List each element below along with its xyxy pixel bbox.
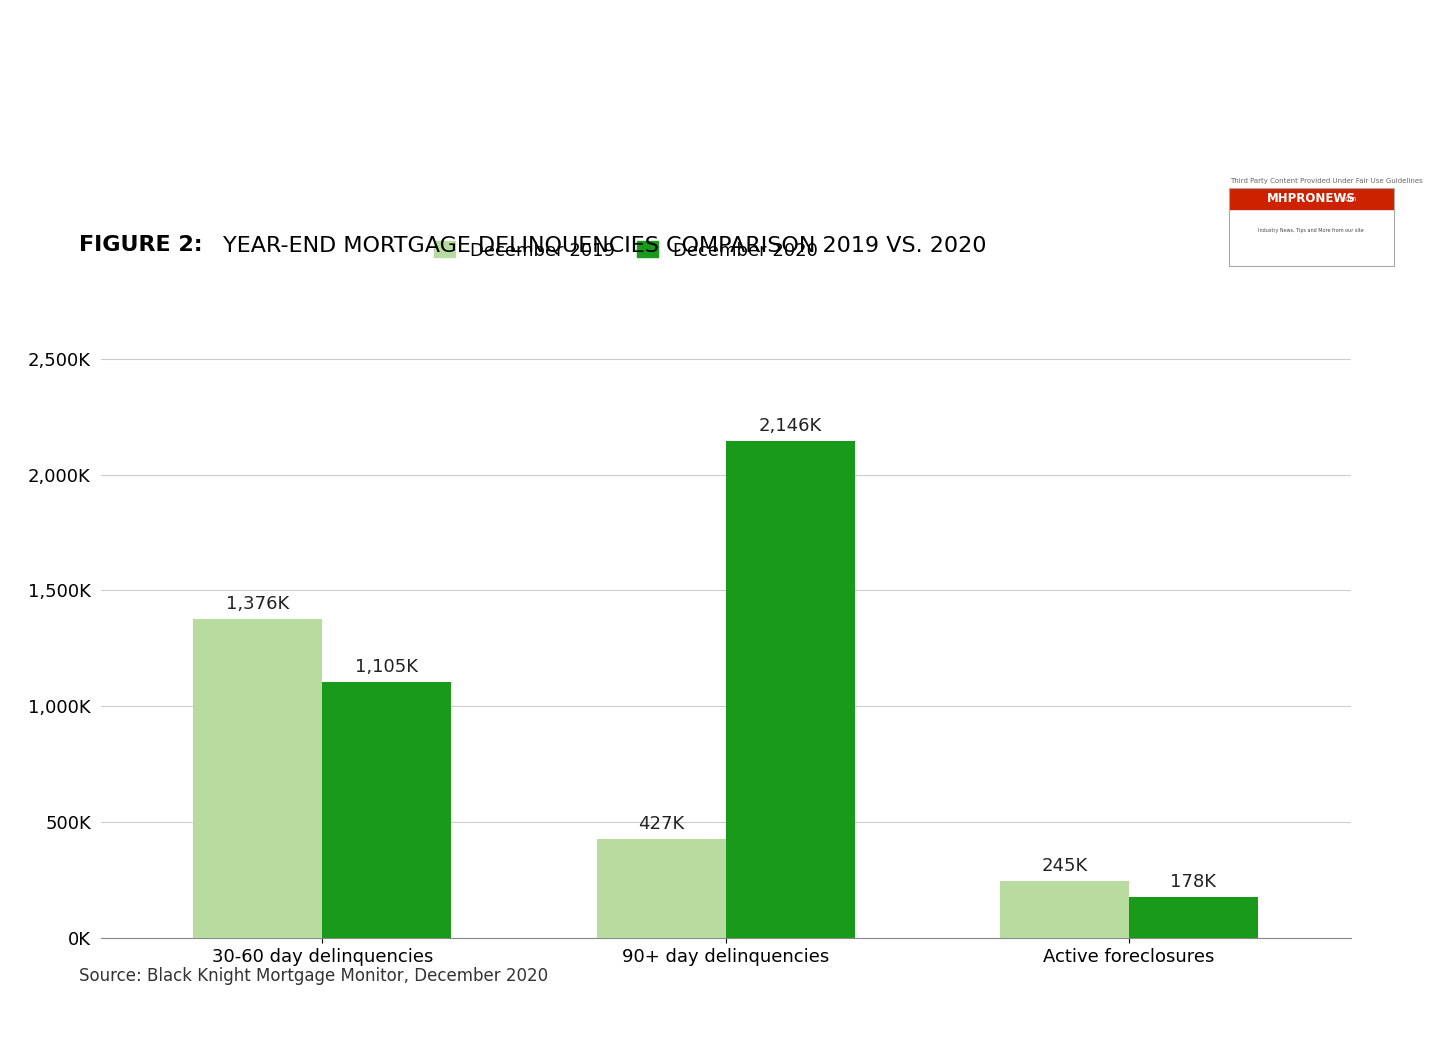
Text: Industry News, Tips and More from our site: Industry News, Tips and More from our si… — [1259, 228, 1364, 233]
Text: 427K: 427K — [638, 815, 684, 834]
Bar — [322, 681, 451, 938]
Bar — [1129, 896, 1257, 938]
Bar — [726, 441, 855, 938]
Bar — [1229, 188, 1394, 209]
Text: .com: .com — [1339, 196, 1357, 201]
Text: 1,376K: 1,376K — [226, 595, 289, 614]
Text: 2,146K: 2,146K — [759, 417, 822, 436]
Text: 178K: 178K — [1171, 873, 1217, 891]
Text: Source: Black Knight Mortgage Monitor, December 2020: Source: Black Knight Mortgage Monitor, D… — [79, 967, 547, 985]
Text: MHPRONEWS: MHPRONEWS — [1267, 192, 1355, 205]
Text: 245K: 245K — [1042, 858, 1088, 875]
Text: YEAR-END MORTGAGE DELINQUENCIES COMPARISON 2019 VS. 2020: YEAR-END MORTGAGE DELINQUENCIES COMPARIS… — [223, 235, 986, 255]
Text: FIGURE 2:: FIGURE 2: — [79, 235, 203, 255]
Legend: December 2019, December 2020: December 2019, December 2020 — [427, 234, 825, 267]
Bar — [1000, 882, 1129, 938]
Bar — [194, 619, 322, 938]
Text: 1,105K: 1,105K — [355, 659, 418, 676]
Text: Third Party Content Provided Under Fair Use Guidelines: Third Party Content Provided Under Fair … — [1230, 178, 1423, 184]
Bar — [596, 839, 726, 938]
